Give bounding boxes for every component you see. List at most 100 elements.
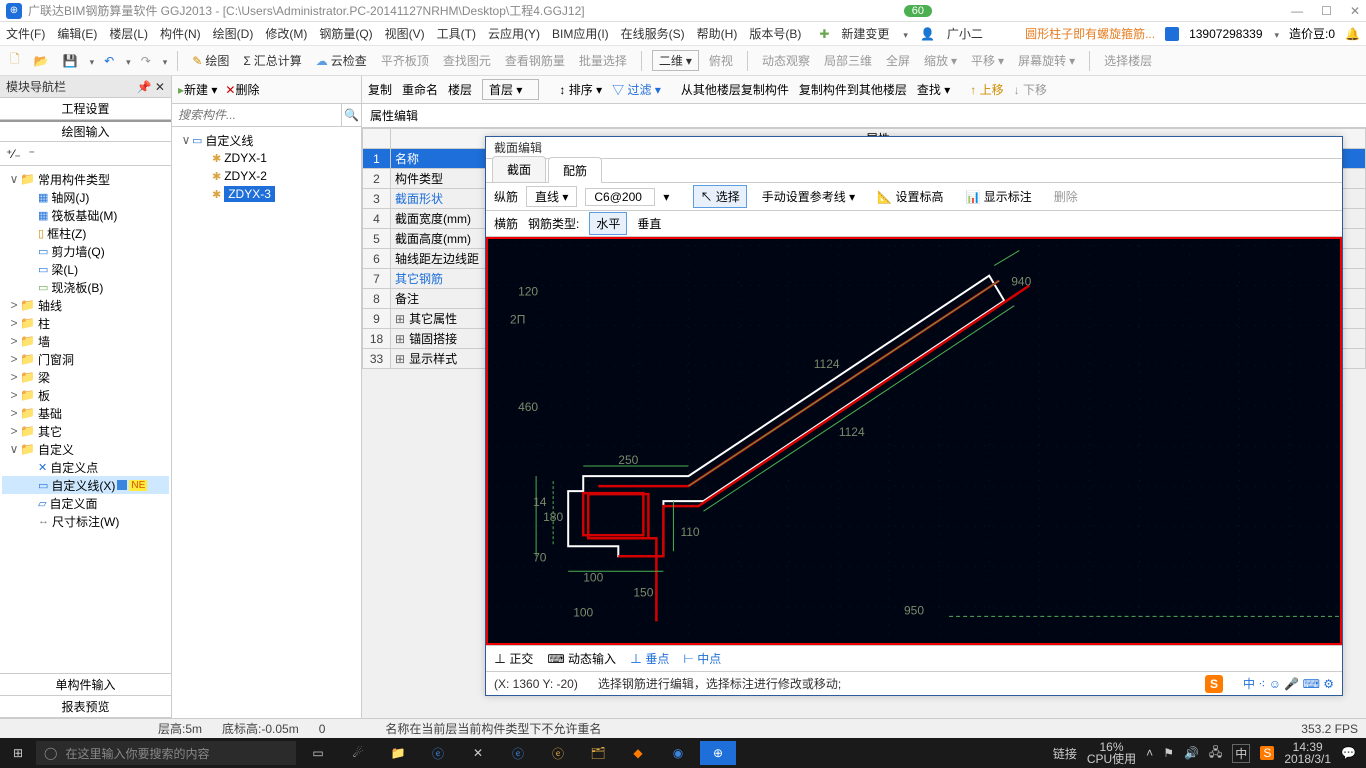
explorer-icon[interactable]: 🗂 — [580, 741, 616, 765]
menu-floor[interactable]: 楼层(L) — [109, 25, 148, 42]
tree-item[interactable]: ▦筏板基础(M) — [2, 206, 169, 224]
tab-section[interactable]: 截面 — [492, 156, 546, 182]
copy-to-button[interactable]: 复制构件到其他楼层 — [799, 81, 907, 98]
view-2d-dropdown[interactable]: 二维 ▾ — [652, 50, 699, 71]
network-icon[interactable]: 🖧 — [1209, 743, 1222, 764]
find-button[interactable]: 查找 ▾ — [917, 81, 950, 98]
menu-draw[interactable]: 绘图(D) — [213, 25, 254, 42]
new-change-button[interactable]: 新建变更 — [841, 25, 889, 42]
app-icon-1[interactable]: ☄ — [340, 741, 376, 765]
maximize-button[interactable]: ☐ — [1321, 4, 1332, 18]
menu-help[interactable]: 帮助(H) — [697, 25, 738, 42]
tree-item[interactable]: >📁墙 — [2, 332, 169, 350]
menu-rebar[interactable]: 钢筋量(Q) — [319, 25, 372, 42]
volume-icon[interactable]: 🔊 — [1184, 746, 1199, 760]
line-type-dropdown[interactable]: 直线 ▾ — [526, 186, 577, 207]
sogou-tray-icon[interactable]: S — [1260, 746, 1274, 760]
manual-ref-button[interactable]: 手动设置参考线 ▾ — [755, 185, 862, 208]
close-button[interactable]: ✕ — [1350, 4, 1360, 18]
menu-tool[interactable]: 工具(T) — [437, 25, 476, 42]
tree-item[interactable]: ▭剪力墙(Q) — [2, 242, 169, 260]
pin-icon[interactable]: 📌 ✕ — [137, 80, 165, 94]
sogou-icon[interactable]: S — [1205, 675, 1223, 693]
component-item[interactable]: ∨▭自定义线 — [174, 131, 359, 149]
taskbar-search[interactable]: ◯ 在这里输入你要搜索的内容 — [36, 741, 296, 765]
fullscreen-button[interactable]: 全屏 — [882, 50, 914, 71]
set-height-button[interactable]: 📐 设置标高 — [870, 185, 950, 208]
tree-item[interactable]: ▭自定义线(X)NE — [2, 476, 169, 494]
view-rebar-button[interactable]: 查看钢筋量 — [501, 50, 569, 71]
move-up-button[interactable]: ↑ 上移 — [970, 81, 1003, 98]
tab-draw-input[interactable]: 绘图输入 — [0, 120, 171, 142]
component-item[interactable]: ✱ZDYX-2 — [174, 167, 359, 185]
zoom-button[interactable]: 缩放 ▾ — [920, 50, 961, 71]
perp-button[interactable]: ⊥ 垂点 — [630, 650, 669, 667]
chevron-down-icon[interactable] — [1273, 27, 1280, 41]
tip-text[interactable]: 圆形柱子即有螺旋箍筋... — [1025, 25, 1155, 42]
tray-up-icon[interactable]: ˄ — [1146, 746, 1153, 760]
menu-version[interactable]: 版本号(B) — [749, 25, 801, 42]
notification-icon[interactable]: 💬 — [1341, 746, 1356, 760]
find-el-button[interactable]: 查找图元 — [439, 50, 495, 71]
midpoint-button[interactable]: ⊢ 中点 — [683, 650, 721, 667]
top-view-button[interactable]: 俯视 — [705, 50, 737, 71]
menu-cloud[interactable]: 云应用(Y) — [488, 25, 540, 42]
chevron-down-icon[interactable] — [124, 54, 131, 68]
edge-icon[interactable]: ⓔ — [420, 741, 456, 765]
new-file-icon[interactable]: 🗋 — [6, 48, 24, 73]
pan-button[interactable]: 平移 ▾ — [967, 50, 1008, 71]
sort-button[interactable]: ↕ 排序 ▾ — [559, 81, 602, 98]
app-icon-4[interactable]: ◉ — [660, 741, 696, 765]
local-3d-button[interactable]: 局部三维 — [820, 50, 876, 71]
clock[interactable]: 14:392018/3/1 — [1284, 741, 1331, 765]
save-icon[interactable]: 💾 — [59, 52, 82, 70]
rotate-screen-button[interactable]: 屏幕旋转 ▾ — [1014, 50, 1079, 71]
search-icon[interactable]: 🔍 — [341, 104, 361, 126]
component-tree[interactable]: ∨▭自定义线✱ZDYX-1✱ZDYX-2✱ZDYX-3 — [172, 127, 361, 718]
task-view-icon[interactable]: ▭ — [300, 741, 336, 765]
tree-item[interactable]: ↔尺寸标注(W) — [2, 512, 169, 530]
vertical-button[interactable]: 垂直 — [637, 215, 661, 232]
copy-button[interactable]: 复制 — [368, 81, 392, 98]
ime-tray-icon[interactable]: 中 — [1232, 744, 1250, 763]
tree-item[interactable]: >📁梁 — [2, 368, 169, 386]
user-name[interactable]: 广小二 — [947, 25, 983, 42]
nav-tree[interactable]: ∨📁常用构件类型▦轴网(J)▦筏板基础(M)▯框柱(Z)▭剪力墙(Q)▭梁(L)… — [0, 166, 171, 673]
edge-icon-2[interactable]: ⓔ — [500, 741, 536, 765]
collapse-icon[interactable]: ⁻ — [29, 147, 35, 161]
horizontal-button[interactable]: 水平 — [589, 212, 627, 235]
component-item[interactable]: ✱ZDYX-3 — [174, 185, 359, 203]
rename-button[interactable]: 重命名 — [402, 81, 438, 98]
tab-rebar[interactable]: 配筋 — [548, 157, 602, 183]
open-icon[interactable]: 📂 — [30, 52, 53, 70]
menu-modify[interactable]: 修改(M) — [265, 25, 307, 42]
select-button[interactable]: ↖ 选择 — [693, 185, 746, 208]
delete-rebar-button[interactable]: 删除 — [1047, 185, 1085, 208]
flat-top-button[interactable]: 平齐板顶 — [377, 50, 433, 71]
menu-file[interactable]: 文件(F) — [6, 25, 45, 42]
app-icon-3[interactable]: ◆ — [620, 741, 656, 765]
spec-dropdown-icon[interactable]: ▾ — [663, 190, 669, 204]
ie-icon[interactable]: ⓔ — [540, 741, 576, 765]
tree-item[interactable]: >📁柱 — [2, 314, 169, 332]
menu-edit[interactable]: 编辑(E) — [57, 25, 97, 42]
tree-item[interactable]: ▭现浇板(B) — [2, 278, 169, 296]
tree-item[interactable]: >📁基础 — [2, 404, 169, 422]
cloud-check-button[interactable]: ☁云检查 — [312, 50, 371, 71]
tree-item[interactable]: ▭梁(L) — [2, 260, 169, 278]
batch-select-button[interactable]: 批量选择 — [575, 50, 631, 71]
new-button[interactable]: ▸新建 ▾ — [178, 81, 217, 98]
expand-icon[interactable]: ⁺⁄₋ — [6, 147, 21, 161]
tree-item[interactable]: ∨📁自定义 — [2, 440, 169, 458]
show-dim-button[interactable]: 📊 显示标注 — [958, 185, 1038, 208]
minimize-button[interactable]: — — [1291, 4, 1303, 18]
select-floor-button[interactable]: 选择楼层 — [1100, 50, 1156, 71]
menu-bim[interactable]: BIM应用(I) — [552, 25, 609, 42]
sum-button[interactable]: Σ汇总计算 — [239, 50, 305, 71]
dyn-input-button[interactable]: ⌨ 动态输入 — [547, 650, 616, 667]
chevron-down-icon[interactable] — [161, 54, 168, 68]
app-icon-2[interactable]: ✕ — [460, 741, 496, 765]
canvas[interactable]: 120 2Π 460 180 14 70 100 100 150 250 110… — [486, 237, 1342, 645]
spec-input[interactable]: C6@200 — [585, 188, 655, 206]
tree-item[interactable]: ▦轴网(J) — [2, 188, 169, 206]
